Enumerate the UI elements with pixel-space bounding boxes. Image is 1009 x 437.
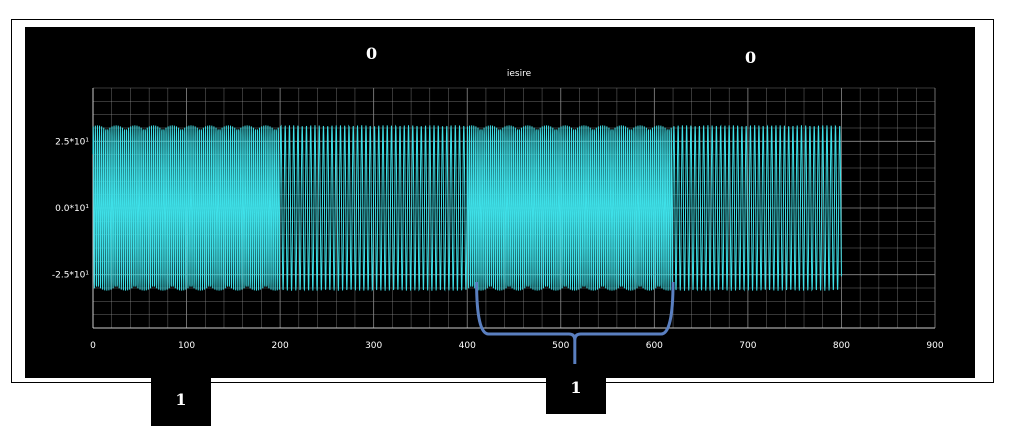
y-tick-label: 2.5*10¹ bbox=[55, 137, 89, 147]
region-brace bbox=[477, 282, 673, 364]
annotation-top-right: 0 bbox=[745, 48, 756, 67]
x-tick-label: 100 bbox=[178, 341, 195, 351]
annotation-top-left: 0 bbox=[366, 44, 377, 63]
y-tick-label: 0.0*10¹ bbox=[55, 204, 89, 214]
y-tick-label: -2.5*10¹ bbox=[52, 271, 90, 281]
x-tick-label: 400 bbox=[459, 341, 476, 351]
signal-chart: iesire 0 100 200 300 400 500 600 700 800 900 -2.5*… bbox=[25, 27, 975, 378]
x-tick-label: 200 bbox=[272, 341, 289, 351]
x-tick-label: 700 bbox=[739, 341, 756, 351]
x-tick-label: 300 bbox=[365, 341, 382, 351]
x-tick-label: 800 bbox=[833, 341, 850, 351]
x-tick-label: 900 bbox=[926, 341, 943, 351]
x-tick-label: 500 bbox=[552, 341, 569, 351]
annotation-bottom-right: 1 bbox=[546, 366, 606, 414]
x-tick-label: 0 bbox=[90, 341, 96, 351]
annotation-bottom-left: 1 bbox=[151, 378, 211, 426]
scope-panel: iesire 0 100 200 300 400 500 600 700 800 900 -2.5*… bbox=[25, 27, 975, 378]
x-tick-label: 600 bbox=[646, 341, 663, 351]
chart-title: iesire bbox=[507, 69, 532, 79]
